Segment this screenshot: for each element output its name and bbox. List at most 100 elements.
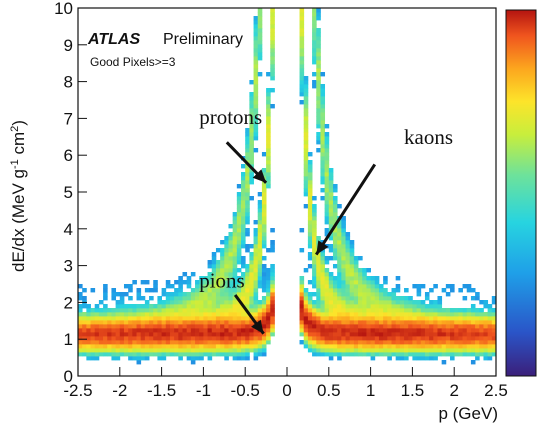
heatmap-cell [257,232,263,237]
heatmap-cell [320,252,326,257]
heatmap-cell [161,344,167,349]
heatmap-cell [174,324,179,329]
heatmap-cell [450,316,455,321]
heatmap-cell [353,340,359,345]
heatmap-cell [257,24,263,29]
heatmap-cell [266,248,271,253]
heatmap-cell [115,348,121,353]
heatmap-cell [353,256,359,261]
heatmap-cell [270,276,275,281]
heatmap-cell [341,264,346,269]
heatmap-cell [320,136,326,141]
heatmap-cell [215,292,221,297]
heatmap-cell [316,348,321,353]
heatmap-cell [307,192,313,197]
heatmap-cell [178,356,183,361]
heatmap-cell [332,328,338,333]
heatmap-cell [190,348,196,353]
heatmap-cell [320,124,326,129]
heatmap-cell [483,316,489,321]
heatmap-cell [224,252,229,257]
heatmap-cell [228,288,234,293]
heatmap-cell [316,276,321,281]
heatmap-cell [328,212,334,217]
heatmap-cell [416,320,422,325]
heatmap-cell [241,208,246,213]
heatmap-cell [128,352,133,357]
heatmap-cell [140,328,146,333]
heatmap-cell [345,328,351,333]
heatmap-cell [328,192,334,197]
heatmap-cell [337,288,342,293]
heatmap-cell [261,244,267,249]
heatmap-cell [270,248,275,253]
heatmap-cell [299,340,305,345]
heatmap-cell [178,308,183,313]
heatmap-cell [332,276,338,281]
heatmap-cell [253,28,259,33]
heatmap-cell [270,292,275,297]
heatmap-cell [261,352,267,357]
heatmap-cell [224,296,229,301]
heatmap-cell [78,320,83,325]
heatmap-cell [370,300,376,305]
heatmap-cell [224,268,229,273]
heatmap-cell [224,300,229,305]
heatmap-cell [236,276,242,281]
heatmap-cell [132,312,137,317]
heatmap-cell [483,356,489,361]
heatmap-cell [82,348,87,353]
heatmap-cell [307,336,313,341]
heatmap-cell [140,312,146,317]
heatmap-cell [332,216,338,221]
heatmap-cell [266,176,271,181]
heatmap-cell [391,296,397,301]
heatmap-cell [299,308,305,313]
heatmap-cell [412,308,417,313]
heatmap-cell [479,352,484,357]
heatmap-cell [211,328,217,333]
heatmap-cell [312,240,317,245]
heatmap-cell [470,328,476,333]
x-tick-label: 0.5 [317,381,341,400]
heatmap-cell [90,348,96,353]
heatmap-cell [203,280,208,285]
heatmap-cell [128,344,133,349]
heatmap-cell [316,288,321,293]
heatmap-cell [220,284,225,289]
heatmap-cell [249,344,254,349]
heatmap-cell [270,60,275,65]
heatmap-cell [211,264,217,269]
heatmap-cell [261,272,267,277]
heatmap-cell [399,348,405,353]
heatmap-cell [178,292,183,297]
heatmap-cell [253,284,259,289]
heatmap-cell [245,192,250,197]
heatmap-cell [207,352,213,357]
heatmap-cell [220,304,225,309]
heatmap-cell [207,292,213,297]
heatmap-cell [174,316,179,321]
heatmap-cell [445,352,451,357]
heatmap-cell [366,288,371,293]
heatmap-cell [236,304,242,309]
heatmap-cell [249,128,254,133]
heatmap-cell [450,312,455,317]
heatmap-cell [299,324,305,329]
heatmap-cell [324,284,330,289]
heatmap-cell [353,320,359,325]
heatmap-cell [399,312,405,317]
heatmap-cell [316,92,321,97]
heatmap-cell [320,144,326,149]
heatmap-cell [253,68,259,73]
heatmap-cell [462,284,468,289]
heatmap-cell [362,332,367,337]
heatmap-cell [324,200,330,205]
heatmap-cell [345,272,351,277]
heatmap-cell [169,316,175,321]
heatmap-cell [157,348,162,353]
heatmap-cell [224,240,229,245]
heatmap-cell [257,316,263,321]
heatmap-cell [416,284,422,289]
heatmap-cell [261,168,267,173]
